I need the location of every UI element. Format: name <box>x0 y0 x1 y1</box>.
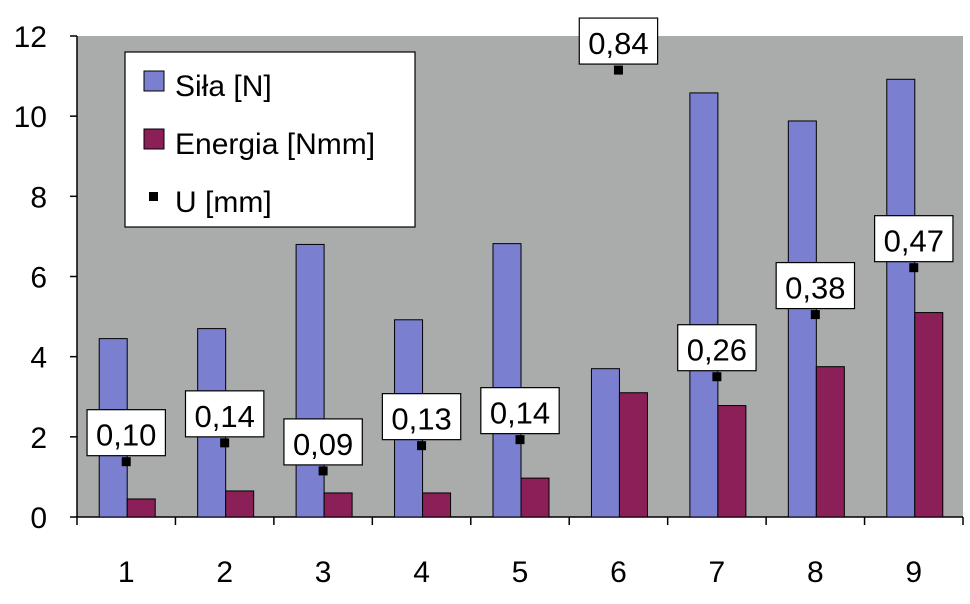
marker-u <box>121 457 131 467</box>
x-tick-label: 8 <box>807 556 824 589</box>
x-tick-label: 9 <box>905 556 922 589</box>
data-label: 0,14 <box>184 390 265 438</box>
x-tick-label: 4 <box>413 556 430 589</box>
marker-u <box>712 372 722 382</box>
data-label: 0,14 <box>480 387 560 435</box>
bar-sila <box>295 243 325 518</box>
y-tick-label: 10 <box>14 101 47 134</box>
bar-energia <box>225 490 255 518</box>
data-label-box <box>381 393 462 441</box>
bar-sila <box>590 368 620 518</box>
data-label: 0,26 <box>677 324 757 372</box>
y-tick-label: 2 <box>30 422 47 455</box>
markers <box>121 65 919 476</box>
marker-u <box>318 466 328 476</box>
legend-item: Energia [Nmm] <box>143 128 375 161</box>
legend-box <box>124 51 416 228</box>
y-tick-label: 12 <box>14 21 47 54</box>
data-label-text: 0,84 <box>588 26 648 61</box>
x-tick-label: 1 <box>118 556 135 589</box>
y-tick-label: 4 <box>30 342 47 375</box>
bar-energia <box>126 498 156 518</box>
legend-item: U [mm] <box>149 186 272 219</box>
data-label: 0,84 <box>578 17 659 65</box>
bar-sila <box>689 92 719 518</box>
legend-label: Siła [N] <box>175 70 272 103</box>
x-tick-label: 7 <box>709 556 726 589</box>
y-tick-label: 0 <box>30 502 47 535</box>
data-label-text: 0,26 <box>687 333 747 368</box>
x-tick-label: 2 <box>216 556 233 589</box>
data-label: 0,09 <box>283 418 363 466</box>
data-label-box <box>578 17 659 65</box>
legend-label: Energia [Nmm] <box>175 128 375 161</box>
data-label-text: 0,14 <box>194 399 254 434</box>
bar-energia <box>914 312 944 518</box>
data-label-text: 0,10 <box>96 418 156 453</box>
legend-item: Siła [N] <box>143 70 272 103</box>
x-tick-label: 3 <box>315 556 332 589</box>
marker-u <box>810 310 820 320</box>
y-tick-label: 8 <box>30 181 47 214</box>
bar-sila <box>886 78 916 518</box>
marker-u <box>613 65 623 75</box>
bar-energia <box>323 492 353 518</box>
data-label-text: 0,38 <box>785 271 845 306</box>
marker-u <box>909 263 919 273</box>
x-tick-label: 5 <box>512 556 529 589</box>
bar-energia <box>717 405 747 518</box>
data-label-box <box>184 390 265 438</box>
data-label-box <box>677 324 757 372</box>
bar-energia <box>815 366 845 518</box>
data-label-text: 0,47 <box>884 224 944 259</box>
data-label: 0,13 <box>381 393 462 441</box>
data-labels: 0,10 0,14 0,09 0,13 0,14 0,84 0,26 0,38 0,47 <box>86 17 954 466</box>
legend-swatch <box>143 128 165 150</box>
data-label: 0,38 <box>775 261 856 310</box>
data-label-box <box>480 387 560 435</box>
legend: Siła [N] Energia [Nmm] U [mm] <box>124 51 416 228</box>
data-label-box <box>775 261 856 310</box>
y-axis: 0 2 4 6 8 10 12 <box>14 21 78 535</box>
bar-energia <box>422 492 452 518</box>
data-label-text: 0,13 <box>391 402 451 437</box>
data-label-text: 0,14 <box>490 396 550 431</box>
legend-swatch <box>143 70 165 92</box>
y-tick-label: 6 <box>30 262 47 295</box>
x-tick-label: 6 <box>610 556 627 589</box>
data-label-box <box>283 418 363 466</box>
legend-marker <box>149 192 158 201</box>
bar-energia <box>520 477 550 518</box>
marker-u <box>220 438 230 448</box>
legend-label: U [mm] <box>175 186 272 219</box>
bar-energia <box>618 392 648 518</box>
data-label: 0,47 <box>874 215 954 263</box>
data-label-box <box>86 409 166 457</box>
data-label-text: 0,09 <box>293 427 353 462</box>
data-label: 0,10 <box>86 409 166 457</box>
bar-sila <box>492 243 522 518</box>
marker-u <box>417 441 427 451</box>
data-label-box <box>874 215 954 263</box>
marker-u <box>515 435 525 445</box>
